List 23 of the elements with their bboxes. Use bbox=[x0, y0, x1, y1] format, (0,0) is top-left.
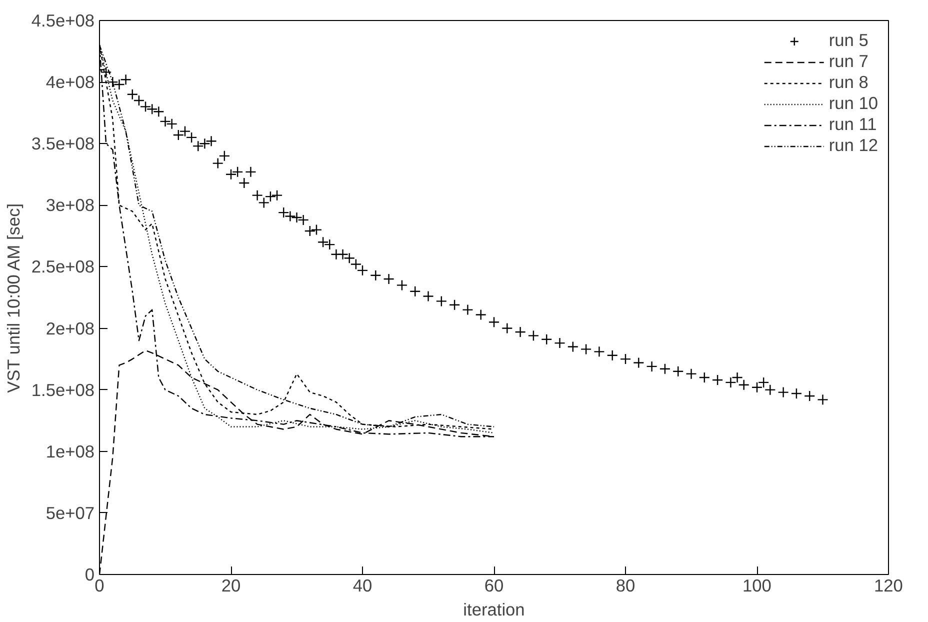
x-tick-label: 120 bbox=[874, 576, 903, 596]
legend-label: run 10 bbox=[828, 93, 878, 114]
y-axis-title: VST until 10:00 AM [sec] bbox=[3, 203, 24, 393]
x-tick-label: 60 bbox=[484, 576, 504, 596]
x-axis-title: iteration bbox=[463, 600, 525, 620]
legend-label: run 5 bbox=[828, 30, 868, 51]
x-tick-label: 20 bbox=[221, 576, 241, 596]
legend-label: run 11 bbox=[828, 114, 877, 135]
y-tick-label: 4.5e+08 bbox=[31, 10, 95, 30]
x-tick-label: 100 bbox=[742, 576, 772, 596]
x-tick-label: 40 bbox=[352, 576, 372, 596]
y-tick-label: 2e+08 bbox=[46, 318, 95, 338]
y-tick-label: 2.5e+08 bbox=[31, 256, 95, 277]
legend-label: run 7 bbox=[828, 51, 868, 72]
y-tick-label: 5e+07 bbox=[46, 502, 95, 523]
y-tick-label: 3.5e+08 bbox=[31, 134, 95, 154]
legend-label: run 12 bbox=[828, 135, 878, 156]
y-tick-label: 4e+08 bbox=[46, 72, 95, 92]
y-tick-label: 1.5e+08 bbox=[31, 380, 95, 400]
legend-label: run 8 bbox=[828, 72, 868, 93]
y-tick-label: 1e+08 bbox=[46, 441, 95, 462]
x-tick-label: 80 bbox=[616, 576, 636, 596]
y-tick-label: 3e+08 bbox=[46, 195, 95, 216]
